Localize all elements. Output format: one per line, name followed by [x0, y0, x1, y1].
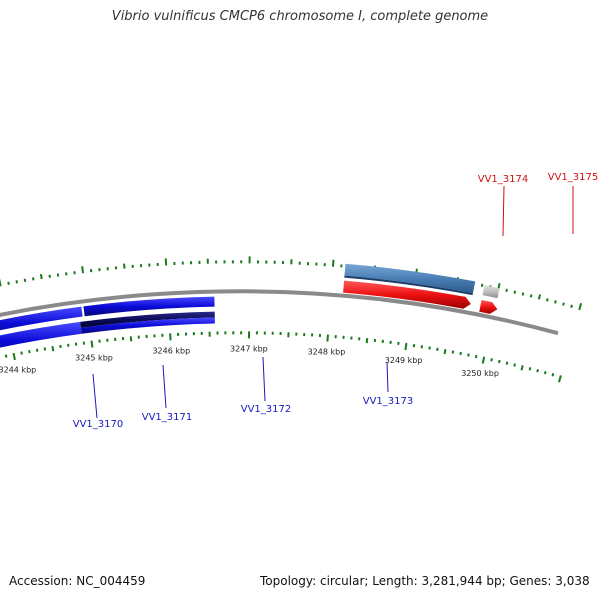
tick-label: 3249 kbp [385, 356, 423, 365]
gene-label-vv1_3172[interactable]: VV1_3172 [241, 404, 292, 415]
outer-tick [521, 292, 525, 296]
outer-tick [15, 280, 19, 284]
inner-tick [497, 359, 501, 364]
inner-tick [551, 373, 555, 377]
inner-tick [490, 358, 493, 362]
gene-feature[interactable] [0, 306, 83, 341]
gene-label-vv1_3171[interactable]: VV1_3171 [142, 412, 193, 423]
outer-tick [81, 266, 85, 274]
inner-tick [528, 367, 532, 371]
outer-tick [570, 304, 573, 308]
inner-tick [481, 356, 486, 364]
gene-feature[interactable] [0, 321, 82, 360]
inner-tick [467, 353, 470, 357]
outer-tick [505, 288, 508, 293]
inner-tick [28, 349, 31, 354]
gene-leader-line [162, 364, 167, 409]
accession-text: Accession: NC_004459 [9, 574, 146, 588]
outer-tick [537, 294, 542, 300]
inner-tick [459, 351, 462, 356]
gene-label-vv1_3170[interactable]: VV1_3170 [73, 419, 124, 430]
outer-tick [545, 298, 549, 302]
inner-tick [365, 338, 369, 344]
outer-tick [0, 279, 2, 287]
gene-feature[interactable] [482, 285, 500, 299]
inner-tick [90, 340, 94, 348]
outer-tick [480, 283, 484, 287]
tick-label: 3246 kbp [152, 346, 190, 355]
inner-tick [520, 365, 524, 371]
gene-feature[interactable] [80, 311, 215, 328]
outer-tick [513, 290, 517, 294]
outer-tick [562, 302, 565, 306]
tick-label: 3244 kbp [0, 366, 36, 375]
inner-tick [12, 352, 16, 361]
gene-feature[interactable] [343, 280, 471, 309]
inner-tick [543, 371, 547, 375]
inner-tick [536, 369, 539, 373]
inner-tick [558, 375, 562, 383]
inner-tick [513, 363, 516, 367]
gene-leader-line [386, 361, 389, 393]
genome-summary-text: Topology: circular; Length: 3,281,944 bp… [260, 574, 590, 588]
gene-feature[interactable] [344, 275, 473, 296]
gene-label-vv1_3175[interactable]: VV1_3175 [548, 172, 599, 183]
gene-feature[interactable] [80, 317, 215, 334]
inner-tick [505, 361, 509, 365]
tick-label: 3250 kbp [461, 369, 499, 378]
tick-label: 3247 kbp [230, 344, 268, 353]
outer-tick [554, 300, 557, 304]
inner-tick [4, 354, 8, 358]
tick-label: 3248 kbp [308, 348, 346, 357]
outer-tick [7, 281, 10, 285]
inner-tick [451, 350, 455, 354]
inner-tick [474, 354, 478, 359]
inner-tick [404, 342, 408, 351]
inner-tick [51, 346, 55, 352]
backbone-ring [0, 289, 559, 336]
inner-tick [443, 349, 447, 355]
inner-tick [20, 351, 23, 355]
gene-label-vv1_3173[interactable]: VV1_3173 [363, 396, 414, 407]
gene-label-vv1_3174[interactable]: VV1_3174 [478, 174, 529, 185]
gene-labels: VV1_3170 VV1_3171 VV1_3172 VV1_3173 VV1_3174… [73, 172, 599, 430]
outer-tick [39, 273, 43, 280]
gene-leader-line [502, 185, 505, 237]
genome-title: Vibrio vulnificus CMCP6 chromosome I, co… [111, 9, 489, 24]
outer-tick [578, 302, 583, 311]
outer-tick [23, 278, 27, 282]
gene-feature[interactable] [83, 296, 215, 317]
inner-tick [35, 348, 39, 352]
inner-tick-marks [4, 331, 562, 383]
gene-features [0, 263, 500, 360]
tick-label: 3245 kbp [75, 353, 113, 362]
gene-feature[interactable] [344, 263, 476, 294]
gene-leader-line [262, 356, 266, 402]
gene-feature[interactable] [479, 299, 498, 314]
tick-labels: 3244 kbp 3245 kbp 3246 kbp 3247 kbp 3248 kbp… [0, 344, 499, 378]
inner-tick [326, 334, 329, 342]
gene-leader-line [92, 373, 98, 419]
outer-tick [529, 294, 533, 298]
outer-tick [331, 259, 335, 267]
